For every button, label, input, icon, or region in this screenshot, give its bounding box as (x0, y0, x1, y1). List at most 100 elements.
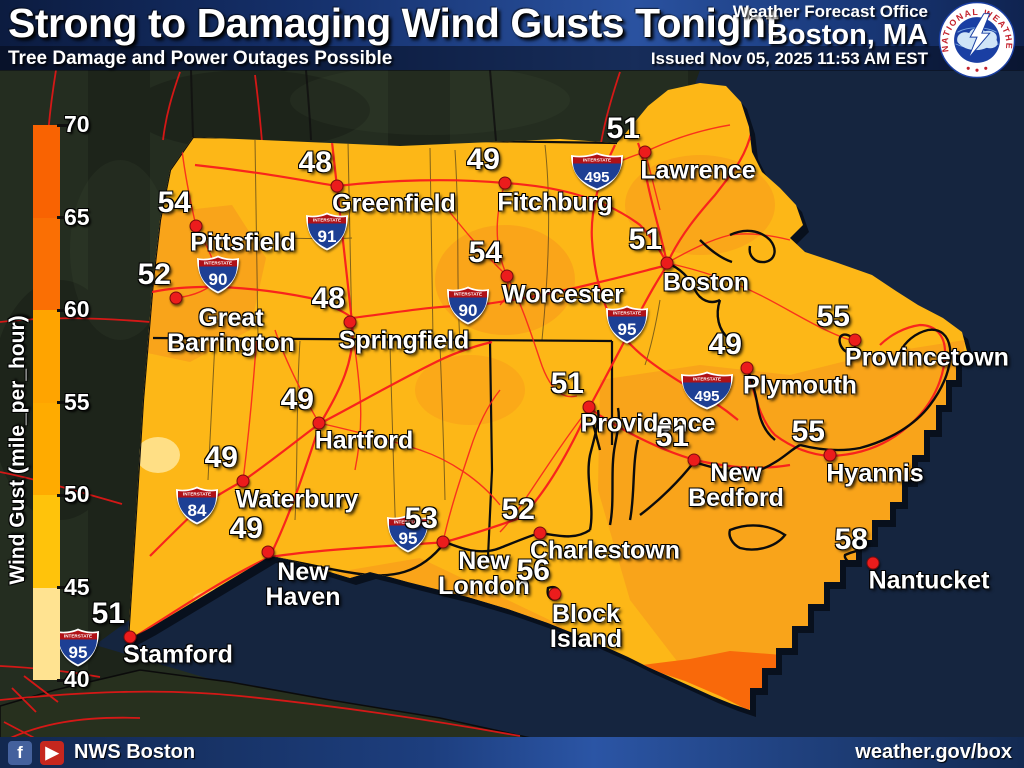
city-dot-new-bedford (687, 453, 701, 467)
website-url[interactable]: weather.gov/box (855, 741, 1012, 763)
city-dot-provincetown (848, 333, 862, 347)
city-label-providence: Providence (580, 409, 716, 438)
colorbar-segment-40-45 (33, 587, 60, 680)
city-dot-springfield (343, 315, 357, 329)
satellite-highlight (70, 65, 570, 340)
city-dot-new-london (436, 535, 450, 549)
gust-value-great-barrington: 52 (137, 258, 171, 291)
colorbar-tick (57, 216, 69, 219)
colorbar-segment-45-50 (33, 495, 60, 588)
page-title: Strong to Damaging Wind Gusts Tonight (8, 0, 779, 46)
gust-value-lawrence: 51 (606, 112, 640, 145)
colorbar-segment-50-55 (33, 402, 60, 495)
city-dot-charlestown (533, 526, 547, 540)
colorbar-tick-label: 45 (64, 573, 90, 600)
city-dot-hyannis (823, 448, 837, 462)
gust-value-provincetown: 55 (816, 300, 850, 333)
colorbar-tick (57, 123, 69, 127)
city-label-great-barrington: Great Barrington (167, 304, 295, 357)
city-dot-providence (582, 400, 596, 414)
colorbar-tick (57, 586, 69, 589)
gust-value-boston: 51 (628, 223, 662, 256)
city-dot-waterbury (236, 474, 250, 488)
interstate-495-shield: INTERSTATE 495 (679, 370, 735, 417)
svg-text:INTERSTATE: INTERSTATE (394, 520, 422, 525)
city-label-new-london: New London (438, 547, 530, 600)
interstate-495-shield: INTERSTATE 495 (569, 151, 625, 198)
gust-value-hyannis: 55 (791, 415, 825, 448)
gust-value-providence: 51 (550, 367, 584, 400)
city-dot-pittsfield (189, 219, 203, 233)
gust-value-nantucket: 58 (834, 523, 868, 556)
colorbar-tick (57, 678, 69, 682)
city-label-fitchburg: Fitchburg (497, 188, 613, 217)
colorbar-tick-label: 50 (64, 481, 90, 507)
gust-value-springfield: 48 (311, 282, 345, 315)
social-handle[interactable]: NWS Boston (74, 741, 196, 763)
svg-text:INTERSTATE: INTERSTATE (64, 634, 92, 639)
city-dot-hartford (312, 416, 326, 430)
city-dot-block-island (548, 587, 562, 601)
interstate-90-shield: INTERSTATE 90 (445, 285, 491, 332)
interstate-95-shield: INTERSTATE 95 (604, 304, 650, 351)
gust-value-new-london: 53 (404, 502, 438, 535)
gust-value-hartford: 49 (280, 383, 314, 416)
colorbar-tick-label: 55 (64, 388, 90, 415)
city-dot-nantucket (866, 556, 880, 570)
city-label-hartford: Hartford (314, 426, 414, 455)
office-label: Weather Forecast Office (732, 2, 928, 21)
city-label-block-island: Block Island (549, 600, 623, 653)
colorbar-tick-label: 65 (64, 203, 90, 230)
city-label-worcester: Worcester (502, 280, 624, 309)
svg-text:495: 495 (584, 169, 609, 186)
svg-text:INTERSTATE: INTERSTATE (204, 261, 232, 266)
svg-text:95: 95 (69, 643, 88, 662)
gust-value-greenfield: 48 (298, 146, 332, 179)
wind-gust-colorbar (33, 125, 60, 680)
youtube-icon[interactable]: ▶ (40, 740, 64, 765)
city-label-boston: Boston (662, 268, 750, 297)
city-label-provincetown: Provincetown (845, 343, 1009, 372)
background-borders (190, 69, 497, 142)
city-dot-stamford (123, 630, 137, 644)
gust-value-block-island: 56 (516, 554, 550, 587)
gust-value-fitchburg: 49 (466, 143, 500, 176)
svg-text:INTERSTATE: INTERSTATE (183, 492, 211, 497)
office-name: Boston, MA (766, 19, 928, 51)
svg-text:84: 84 (188, 501, 207, 520)
svg-text:95: 95 (618, 320, 637, 339)
interstate-84-shield: INTERSTATE 84 (174, 485, 220, 532)
secondary-roads (175, 124, 851, 543)
logo-lightning-icon (967, 13, 991, 59)
svg-text:91: 91 (318, 227, 337, 246)
city-label-greenfield: Greenfield (332, 189, 456, 218)
colorbar-segment-65-70 (33, 125, 60, 218)
facebook-icon[interactable]: f (8, 740, 32, 765)
nws-logo: NATIONAL WEATHER SERVICE (938, 1, 1016, 79)
svg-text:INTERSTATE: INTERSTATE (313, 218, 341, 223)
city-dot-boston (660, 256, 674, 270)
page-subtitle: Tree Damage and Power Outages Possible (8, 48, 393, 69)
city-dot-greenfield (330, 179, 344, 193)
city-label-springfield: Springfield (338, 326, 470, 355)
svg-text:95: 95 (399, 529, 418, 548)
colorbar-axis-label: Wind Gust (mile_per_hour) (6, 315, 29, 585)
subtitle-band: Tree Damage and Power Outages Possible I… (0, 46, 1024, 71)
svg-text:INTERSTATE: INTERSTATE (613, 311, 641, 316)
colorbar-segment-60-65 (33, 217, 60, 310)
gust-value-worcester: 54 (468, 236, 502, 269)
city-dot-plymouth (740, 361, 754, 375)
gust-value-new-bedford: 51 (655, 420, 689, 453)
city-dot-great-barrington (169, 291, 183, 305)
city-label-new-haven: New Haven (265, 558, 341, 611)
colorbar-tick-label: 60 (64, 296, 90, 322)
city-label-stamford: Stamford (123, 640, 233, 669)
city-dot-lawrence (638, 145, 652, 159)
svg-text:90: 90 (209, 270, 228, 289)
colorbar-tick (57, 401, 69, 404)
city-label-charlestown: Charlestown (529, 536, 681, 565)
